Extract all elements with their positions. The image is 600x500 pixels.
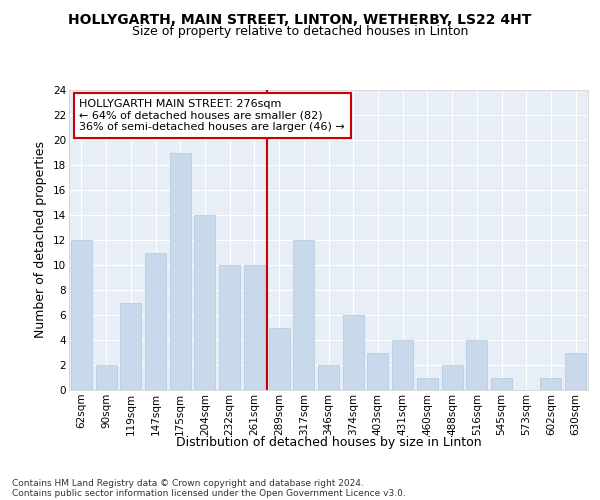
Text: HOLLYGARTH, MAIN STREET, LINTON, WETHERBY, LS22 4HT: HOLLYGARTH, MAIN STREET, LINTON, WETHERB… (68, 12, 532, 26)
Bar (565, 352, 586, 390)
Bar (71, 240, 92, 390)
Bar (194, 215, 215, 390)
Bar (541, 378, 562, 390)
Bar (442, 365, 463, 390)
Bar (466, 340, 487, 390)
Bar (293, 240, 314, 390)
Bar (269, 328, 290, 390)
Text: Contains public sector information licensed under the Open Government Licence v3: Contains public sector information licen… (12, 488, 406, 498)
Bar (491, 378, 512, 390)
Bar (244, 265, 265, 390)
Y-axis label: Number of detached properties: Number of detached properties (34, 142, 47, 338)
Bar (417, 378, 438, 390)
Bar (145, 252, 166, 390)
Bar (120, 302, 141, 390)
Bar (367, 352, 388, 390)
Text: HOLLYGARTH MAIN STREET: 276sqm
← 64% of detached houses are smaller (82)
36% of : HOLLYGARTH MAIN STREET: 276sqm ← 64% of … (79, 99, 345, 132)
Bar (219, 265, 240, 390)
Text: Distribution of detached houses by size in Linton: Distribution of detached houses by size … (176, 436, 482, 449)
Text: Size of property relative to detached houses in Linton: Size of property relative to detached ho… (132, 25, 468, 38)
Bar (95, 365, 116, 390)
Bar (318, 365, 339, 390)
Bar (170, 152, 191, 390)
Bar (343, 315, 364, 390)
Text: Contains HM Land Registry data © Crown copyright and database right 2024.: Contains HM Land Registry data © Crown c… (12, 478, 364, 488)
Bar (392, 340, 413, 390)
